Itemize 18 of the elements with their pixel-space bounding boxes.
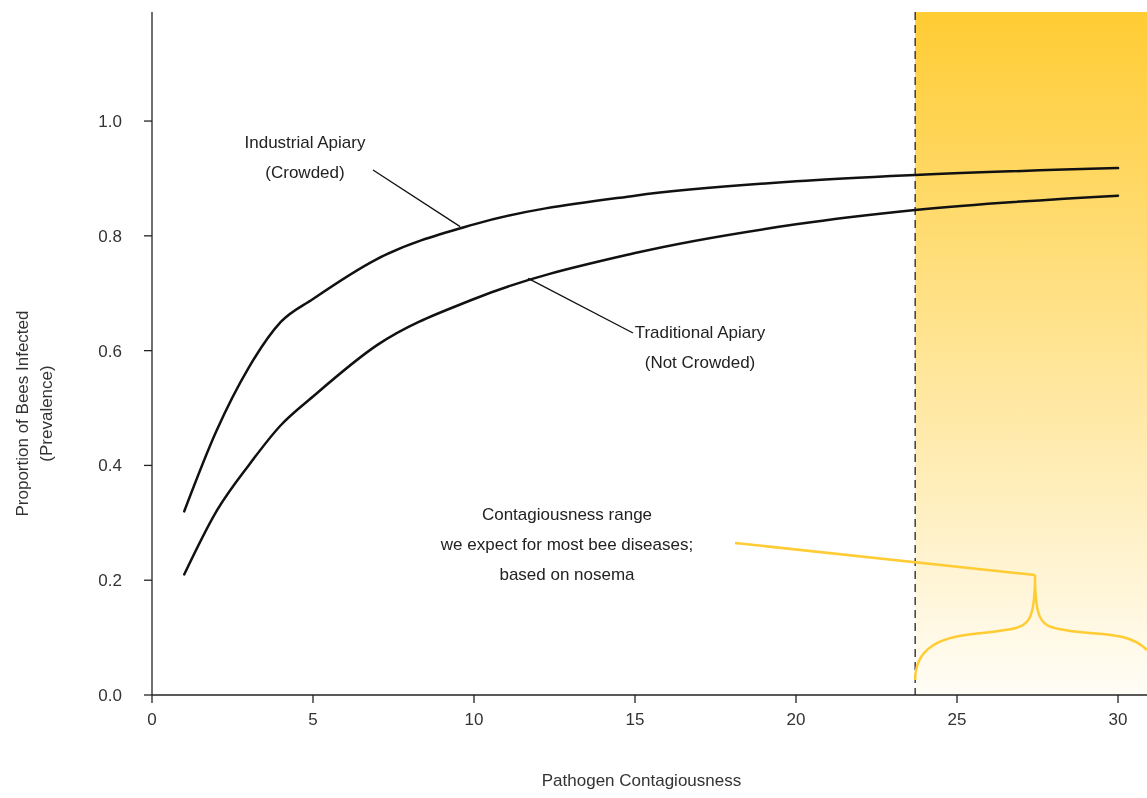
y-tick-label: 0.2 [98,571,122,591]
x-axis-title: Pathogen Contagiousness [541,771,742,790]
annotation: Contagiousness range we expect for most bee diseases; based on nosema [439,505,694,584]
y-tick-label: 1.0 [98,112,122,132]
x-tick-label: 20 [786,710,806,729]
x-tick-label: 30 [1108,710,1128,729]
y-tick-label: 0.0 [98,686,122,705]
x-tick-label: 0 [147,710,157,729]
y-tick-label: 0.6 [98,341,122,361]
annotation: Industrial Apiary (Crowded) [244,133,366,182]
x-tick-label: 25 [947,710,967,729]
x-tick-label: 5 [308,710,318,729]
y-axis-title: Proportion of Bees Infected (Prevalence) [13,310,56,517]
y-tick-label: 0.4 [98,456,122,476]
y-tick-label: 0.8 [98,226,122,246]
x-tick-label: 15 [625,710,645,729]
annotation: Traditional Apiary (Not Crowded) [634,323,766,372]
x-tick-label: 10 [464,710,484,729]
